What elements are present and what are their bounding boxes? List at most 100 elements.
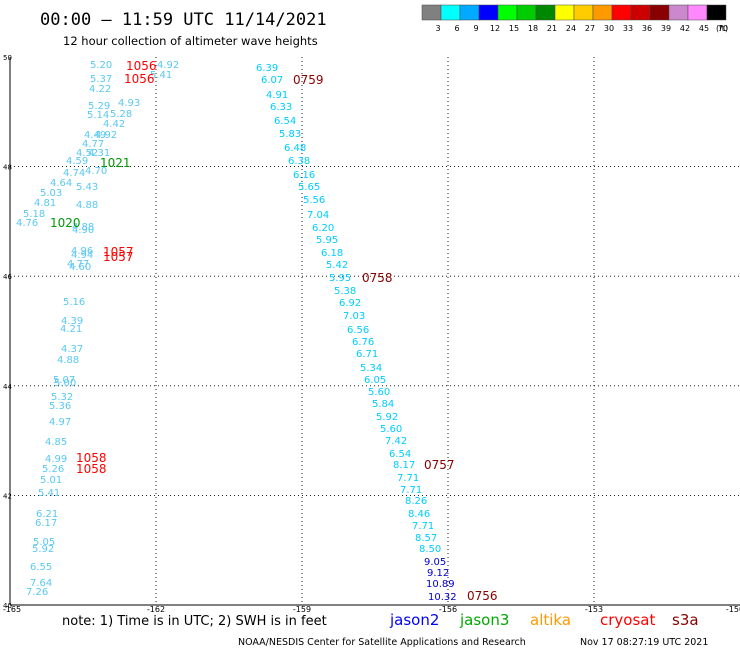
wave-height-label: 4.74 (63, 168, 85, 179)
colorbar-label: 24 (566, 24, 576, 33)
wave-height-label: 5.92 (376, 412, 398, 423)
legend-altika: altika (530, 611, 571, 629)
wave-height-label: 7.03 (343, 311, 365, 322)
colorbar-unit: (ft) (716, 24, 728, 33)
wave-height-label: 7.42 (385, 436, 407, 447)
colorbar-label: 70 (718, 24, 728, 33)
wave-height-label: 6.38 (288, 156, 310, 167)
wave-height-label: 5.28 (110, 109, 132, 120)
footer-note: note: 1) Time is in UTC; 2) SWH is in fe… (62, 614, 327, 629)
wave-height-label: 4.92 (95, 130, 117, 141)
colorbar-swatch (535, 4, 556, 21)
wave-height-label: 6.39 (256, 63, 278, 74)
colorbar-label: 36 (642, 24, 652, 33)
pass-time-label: 1057 (103, 245, 134, 259)
latitude-tick-label: 40 (3, 602, 12, 610)
wave-height-label: 5.01 (40, 475, 62, 486)
footer-timestamp: Nov 17 08:27:19 UTC 2021 (580, 637, 708, 648)
wave-height-label: 9.12 (427, 568, 449, 579)
wave-height-label: 6.21 (36, 509, 58, 520)
colorbar-label: 18 (528, 24, 538, 33)
colorbar-label: 15 (509, 24, 519, 33)
longitude-tick-label: -156 (439, 605, 457, 614)
wave-height-label: 5.26 (42, 464, 64, 475)
wave-height-label: 5.60 (368, 387, 390, 398)
wave-height-label: 4.39 (61, 316, 83, 327)
altimeter-track-east: 6.396.07 4.916.33 6.54 5.83 6.48 6.38 6.165.65… (256, 63, 457, 603)
wave-height-colorbar: 3 6 9 12 15 18 21 24 27 30 33 36 39 42 45 70 (421, 4, 728, 33)
colorbar-swatch (421, 4, 442, 21)
colorbar-label: 39 (661, 24, 671, 33)
map-title: 00:00 – 11:59 UTC 11/14/2021 (40, 10, 327, 30)
footer-credit: NOAA/NESDIS Center for Satellite Applica… (238, 637, 526, 648)
wave-height-label: 7.04 (307, 210, 329, 221)
wave-height-label: 5.34 (360, 363, 382, 374)
wave-height-label: 7.64 (30, 578, 52, 589)
wave-height-label: 4.93 (118, 98, 140, 109)
wave-height-label: 5.29 (88, 101, 110, 112)
pass-time-label: 0756 (467, 589, 498, 603)
legend-jason3: jason3 (459, 611, 509, 629)
wave-height-label: 4.96 (71, 246, 93, 257)
wave-height-label: 10.32 (428, 592, 457, 603)
colorbar-label: 42 (680, 24, 690, 33)
pass-time-label: 1056 (124, 72, 155, 86)
colorbar-swatch (459, 4, 480, 21)
pass-time-label: 0759 (293, 73, 324, 87)
wave-height-label: 4.52 (76, 148, 98, 159)
wave-height-label: 6.76 (352, 337, 374, 348)
wave-height-label: 8.50 (419, 544, 441, 555)
lat-lon-grid (9, 57, 740, 606)
wave-height-label: 5.18 (23, 209, 45, 220)
wave-height-label: 8.57 (415, 533, 437, 544)
wave-height-label: 6.55 (30, 562, 52, 573)
wave-height-label: 4.81 (34, 198, 56, 209)
wave-height-label: 5.36 (49, 401, 71, 412)
wave-height-label: 5.00 (54, 378, 76, 389)
wave-height-label: 5.14 (87, 110, 109, 121)
wave-height-label: 5.03 (40, 188, 62, 199)
wave-height-label: 4.31 (88, 148, 110, 159)
wave-height-label: 8.46 (408, 509, 430, 520)
colorbar-swatch (516, 4, 537, 21)
wave-height-label: 6.07 (261, 75, 283, 86)
longitude-tick-label: -159 (293, 605, 311, 614)
colorbar-label: 45 (699, 24, 709, 33)
wave-height-label: 7.71 (397, 473, 419, 484)
wave-height-label: 5.07 (53, 375, 75, 386)
pass-time-label: 1058 (76, 462, 107, 476)
wave-height-label: 5.41 (38, 488, 60, 499)
longitude-tick-label: -162 (147, 605, 165, 614)
wave-height-label: 6.05 (364, 375, 386, 386)
colorbar-label: 12 (490, 24, 500, 33)
wave-height-label: 5.42 (326, 260, 348, 271)
colorbar-swatch (611, 4, 632, 21)
wave-height-label: 5.05 (33, 537, 55, 548)
wave-height-label: 5.60 (380, 424, 402, 435)
wave-height-label: 4.94 (71, 250, 93, 261)
colorbar-swatch (630, 4, 651, 21)
colorbar-swatch (649, 4, 670, 21)
colorbar-swatch (592, 4, 613, 21)
latitude-tick-label: 44 (3, 383, 12, 391)
latitude-tick-label: 48 (3, 164, 12, 172)
wave-height-label: 6.54 (389, 449, 411, 460)
colorbar-label: 6 (454, 24, 459, 33)
colorbar-swatch (440, 4, 461, 21)
wave-height-label: 4.88 (72, 222, 94, 233)
colorbar-label: 27 (585, 24, 595, 33)
wave-height-label: 5.56 (303, 195, 325, 206)
wave-height-label: 6.54 (274, 116, 296, 127)
map-subtitle: 12 hour collection of altimeter wave hei… (63, 34, 318, 48)
wave-height-label: 5.41 (150, 70, 172, 81)
wave-height-label: 6.18 (321, 248, 343, 259)
wave-height-label: 5.43 (76, 182, 98, 193)
wave-height-label: 4.88 (76, 200, 98, 211)
wave-height-label: 5.16 (63, 297, 85, 308)
wave-height-label: 4.90 (72, 225, 94, 236)
wave-height-label: 4.49 (84, 130, 106, 141)
colorbar-swatch (573, 4, 594, 21)
wave-height-label: 4.97 (49, 417, 71, 428)
